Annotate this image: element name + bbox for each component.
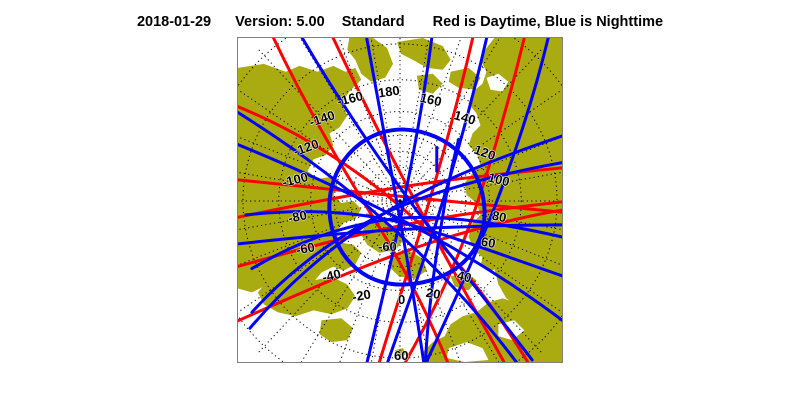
nighttime-track xyxy=(244,210,562,278)
land-island-small xyxy=(395,348,407,359)
landmass-group xyxy=(238,38,562,362)
title-date: 2018-01-29 xyxy=(136,14,212,30)
nighttime-track-group xyxy=(238,38,562,362)
polar-map-svg xyxy=(238,38,562,362)
title-legend: Red is Daytime, Blue is Nighttime xyxy=(432,14,664,30)
land-southeast-inlet-1 xyxy=(446,342,489,362)
nighttime-track xyxy=(365,38,426,362)
nighttime-track xyxy=(250,215,562,271)
nighttime-track xyxy=(365,38,434,362)
nighttime-track xyxy=(386,38,489,362)
polar-map-plot[interactable]: 180 -160 160 -140 140 -120 120 -100 100 … xyxy=(237,37,563,363)
figure-title: 2018-01-29 Version: 5.00 Standard Red is… xyxy=(0,14,800,30)
nighttime-track xyxy=(238,110,519,362)
title-mode: Standard xyxy=(341,14,405,30)
auroral-oval xyxy=(327,127,487,287)
nighttime-track xyxy=(423,137,461,362)
nighttime-track xyxy=(424,38,550,362)
daytime-track xyxy=(377,38,475,362)
parallel-circle xyxy=(278,79,522,323)
land-archipelago-2 xyxy=(448,67,481,90)
parallel-circle xyxy=(310,111,490,291)
land-siberia-inlet xyxy=(486,73,509,92)
daytime-track xyxy=(403,38,526,362)
land-archipelago-1 xyxy=(397,38,451,70)
land-peninsula-west xyxy=(257,274,356,317)
land-island-right-2 xyxy=(480,252,505,271)
pole-marker xyxy=(398,199,402,203)
title-version: Version: 5.00 xyxy=(235,14,325,30)
land-peninsula-tail xyxy=(319,318,354,343)
meridian-lines xyxy=(238,38,562,362)
